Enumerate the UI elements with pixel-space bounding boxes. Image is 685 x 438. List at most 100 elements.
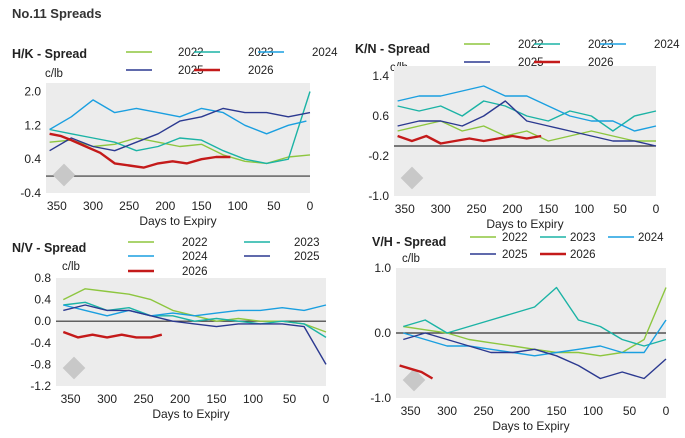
- vh-xtick-label: 150: [547, 404, 567, 418]
- vh-ytick-label: -1.0: [370, 391, 391, 405]
- vh-xtick-label: 100: [583, 404, 603, 418]
- vh-series-2026: [399, 364, 434, 380]
- nv-ytick-label: -1.2: [30, 379, 51, 393]
- kn-xtick-label: 250: [467, 202, 487, 216]
- kn-legend-label-2025: 2025: [518, 57, 544, 69]
- kn-xtick-label: 350: [395, 202, 415, 216]
- hk-xtick-label: 150: [191, 199, 211, 213]
- nv-series-2025: [63, 304, 327, 365]
- kn-legend-label-2023: 2023: [588, 39, 614, 51]
- nv-legend-label-2025: 2025: [294, 251, 320, 263]
- kn-series-2023: [397, 100, 657, 132]
- vh-legend-label-2024: 2024: [638, 232, 664, 244]
- hk-ytick-label: 0.4: [24, 152, 41, 166]
- hk-xtick-label: 250: [119, 199, 139, 213]
- nv-xaxis-label: Days to Expiry: [152, 407, 229, 421]
- hk-legend-label-2025: 2025: [178, 65, 204, 77]
- kn-legend-label-2022: 2022: [518, 39, 544, 51]
- nv-xtick-label: 250: [134, 392, 154, 406]
- kn-ytick-label: -0.2: [368, 149, 389, 163]
- hk-xtick-label: 50: [267, 199, 281, 213]
- nv-xtick-label: 50: [283, 392, 297, 406]
- nv-xtick-label: 300: [97, 392, 117, 406]
- vh-xtick-label: 50: [623, 404, 637, 418]
- nv-ytick-label: -0.8: [30, 357, 51, 371]
- nv-xtick-label: 200: [170, 392, 190, 406]
- hk-xtick-label: 350: [47, 199, 67, 213]
- vh-xaxis-label: Days to Expiry: [492, 419, 569, 433]
- kn-xaxis-label: Days to Expiry: [486, 217, 563, 231]
- vh-ytick-label: 0.0: [374, 326, 391, 340]
- hk-chart: H/K - Spread c/lb 2.0 1.2 0.4 -0.4 350 300 250 20…: [12, 47, 338, 228]
- nv-xtick-label: 150: [207, 392, 227, 406]
- kn-chart: K/N - Spreadc/lb1.40.6-0.2-1.03503002502…: [355, 39, 680, 231]
- hk-ytick-label: 1.2: [24, 118, 41, 132]
- kn-legend-label-2026: 2026: [588, 57, 614, 69]
- kn-xtick-label: 100: [574, 202, 594, 216]
- kn-xtick-label: 200: [502, 202, 522, 216]
- vh-title: V/H - Spread: [372, 235, 446, 249]
- vh-series-2023: [403, 286, 667, 347]
- nv-title: N/V - Spread: [12, 241, 86, 255]
- kn-xtick-label: 0: [653, 202, 660, 216]
- kn-ytick-label: 1.4: [372, 69, 389, 83]
- vh-unit-label: c/lb: [402, 253, 420, 265]
- kn-title: K/N - Spread: [355, 42, 430, 56]
- vh-legend-label-2022: 2022: [502, 232, 528, 244]
- hk-series-2026: [49, 132, 231, 169]
- nv-legend-label-2022: 2022: [182, 237, 208, 249]
- kn-ytick-label: 0.6: [372, 109, 389, 123]
- kn-ytick-label: -1.0: [368, 189, 389, 203]
- hk-series-2025: [49, 107, 311, 152]
- hk-xtick-label: 100: [228, 199, 248, 213]
- hk-legend-label-2022: 2022: [178, 47, 204, 59]
- kn-xtick-label: 50: [613, 202, 627, 216]
- vh-legend-label-2026: 2026: [570, 249, 596, 261]
- vh-chart: V/H - Spread c/lb 1.0 0.0 -1.0 350 300 250 200 15…: [370, 232, 669, 433]
- hk-xtick-label: 0: [307, 199, 314, 213]
- nv-watermark-logo: [62, 356, 86, 380]
- hk-xtick-label: 200: [155, 199, 175, 213]
- page-title: No.11 Spreads: [12, 6, 102, 21]
- vh-xtick-label: 0: [663, 404, 670, 418]
- vh-xtick-label: 250: [474, 404, 494, 418]
- hk-series-2024: [49, 99, 307, 135]
- vh-xtick-label: 350: [401, 404, 421, 418]
- vh-xtick-label: 300: [437, 404, 457, 418]
- nv-ytick-label: -0.4: [30, 336, 51, 350]
- nv-legend-label-2026: 2026: [182, 266, 208, 278]
- hk-unit-label: c/lb: [45, 68, 63, 80]
- kn-series-2024: [397, 85, 657, 132]
- vh-xtick-label: 200: [510, 404, 530, 418]
- kn-legend-label-2024: 2024: [654, 39, 680, 51]
- kn-xtick-label: 300: [431, 202, 451, 216]
- vh-series-2025: [403, 332, 667, 380]
- vh-ytick-label: 1.0: [374, 261, 391, 275]
- hk-ytick-label: 2.0: [24, 84, 41, 98]
- vh-watermark-logo: [402, 368, 426, 392]
- vh-series-2024: [403, 319, 667, 357]
- vh-legend-label-2025: 2025: [502, 249, 528, 261]
- nv-ytick-label: 0.0: [34, 314, 51, 328]
- vh-legend-label-2023: 2023: [570, 232, 596, 244]
- nv-xtick-label: 100: [243, 392, 263, 406]
- hk-ytick-label: -0.4: [20, 186, 41, 200]
- nv-xtick-label: 350: [61, 392, 81, 406]
- hk-title: H/K - Spread: [12, 47, 87, 61]
- nv-ytick-label: 0.4: [34, 293, 51, 307]
- kn-series-2025: [397, 100, 657, 147]
- hk-legend-label-2024: 2024: [312, 47, 338, 59]
- nv-xtick-label: 0: [323, 392, 330, 406]
- hk-xaxis-label: Days to Expiry: [139, 214, 216, 228]
- nv-series-2026: [62, 330, 163, 339]
- hk-xtick-label: 300: [83, 199, 103, 213]
- kn-xtick-label: 150: [538, 202, 558, 216]
- kn-series-2026: [397, 134, 542, 145]
- nv-series-2024: [63, 304, 327, 317]
- nv-legend-label-2023: 2023: [294, 237, 320, 249]
- hk-series-2023: [49, 91, 311, 165]
- nv-chart: N/V - Spread c/lb 0.8 0.4 0.0 -0.4 -0.8 -1.2 350…: [12, 237, 330, 421]
- nv-plot-area: [56, 278, 326, 386]
